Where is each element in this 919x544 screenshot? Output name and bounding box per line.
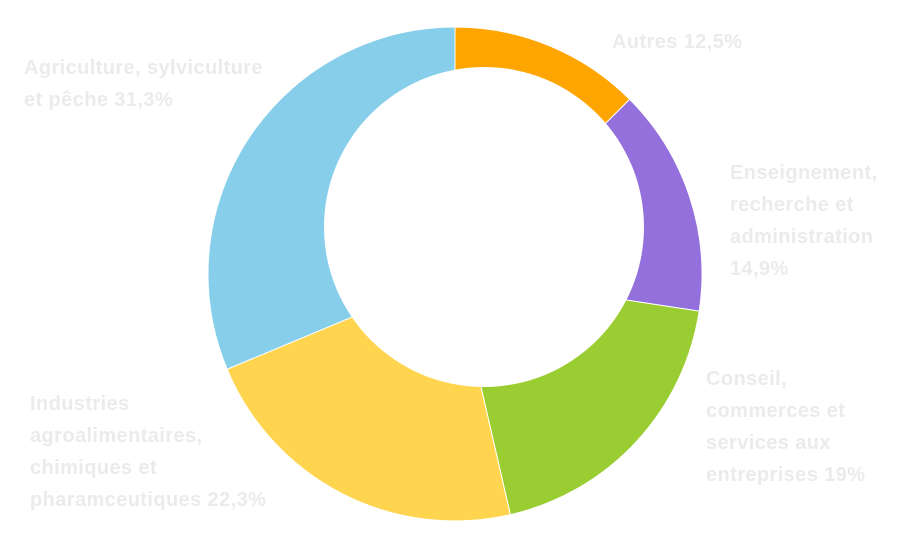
label-enseignement: Enseignement, recherche et administratio… <box>730 162 878 280</box>
label-conseil: Conseil, commerces et services aux entre… <box>706 368 866 486</box>
donut-hole <box>324 67 644 387</box>
label-industries: Industries agroalimentaires, chimiques e… <box>30 393 267 511</box>
label-agriculture: Agriculture, sylviculture et pêche 31,3% <box>24 57 263 111</box>
label-autres: Autres 12,5% <box>612 31 743 53</box>
